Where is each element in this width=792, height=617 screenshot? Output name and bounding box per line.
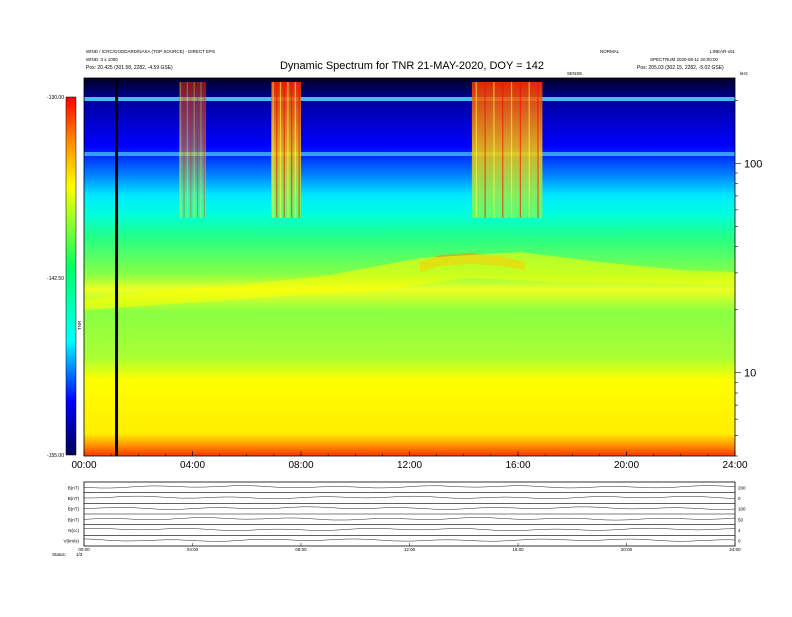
header-right-line4: Pos: 205.03 (302.15, 2282, -5.02 GSE) [637, 65, 724, 71]
panel-label: V(km/s) [64, 539, 80, 544]
radio-burst [178, 82, 207, 218]
chart-title: Dynamic Spectrum for TNR 21-MAY-2020, DO… [280, 60, 544, 72]
panel-label: B(nT) [68, 496, 80, 501]
radio-burst [271, 82, 301, 218]
panel-x-tick-label: 12:00 [404, 547, 416, 552]
header-left-line3: Pos: 20.425 (301.58, 2282, -4.59 GSE) [86, 65, 173, 71]
panel-x-tick-label: 16:00 [512, 547, 524, 552]
panel-right-label: 0 [738, 496, 741, 501]
panel-label: B(nT) [68, 485, 80, 490]
colorbar-tick-top: -130.00 [47, 95, 64, 101]
x-axis: 00:00 04:00 08:00 12:00 16:00 20:00 24:00 [71, 451, 748, 471]
burst-layer [178, 82, 543, 218]
panel-x-tick-label: 20:00 [621, 547, 633, 552]
panel-label: B(nT) [68, 517, 80, 522]
panel-right-label: 100 [738, 507, 746, 512]
x-tick-label: 04:00 [180, 460, 205, 471]
panel-x-tick-label: 08:00 [295, 547, 307, 552]
timeseries-panels: B(nT) 200 B(nT) 0 B(nT) 100 B(nT) 50 N(cc) 4 V(km/… [52, 481, 747, 557]
x-tick-label: 20:00 [614, 460, 639, 471]
radio-burst [471, 82, 543, 218]
spectrogram [83, 77, 736, 457]
panel-x-axis: 00:00 04:00 08:00 12:00 16:00 20:00 24:00 [78, 543, 741, 552]
cyan-band [84, 97, 735, 101]
panel-right-label: 50 [738, 517, 744, 522]
x-tick-label: 00:00 [71, 460, 96, 471]
panel-x-tick-label: 24:00 [729, 547, 741, 552]
panel-x-tick-label: 04:00 [187, 547, 199, 552]
panel-trace [83, 485, 736, 489]
panel-x-tick-label: 00:00 [78, 547, 90, 552]
panel-trace [83, 527, 736, 531]
panel-right-label: 200 [738, 485, 746, 490]
panel-trace [83, 538, 736, 542]
panel-rows: B(nT) 200 B(nT) 0 B(nT) 100 B(nT) 50 N(cc) 4 V(km/… [64, 485, 747, 543]
header-left-line1: WIND / ICRC/GODDARD/NASA (TOP SOURCE) - … [86, 49, 215, 54]
data-gap-line [115, 78, 119, 456]
status-label: Status: [52, 552, 66, 557]
header-right-line2: LINEAR-x01 [710, 49, 736, 54]
y-tick-label: 10 [744, 368, 756, 380]
time-marker-label: SENSE [567, 71, 582, 76]
colorbar: -130.00 -142.50 -155.00 TNR [47, 95, 82, 459]
y-tick-label: 100 [744, 158, 762, 170]
panel-trace [83, 495, 736, 499]
header-right-line3: SPECTRUM 2020-05-11 20:00:00 [650, 57, 718, 62]
status-value: 1/3 [76, 552, 83, 557]
freq-unit-label: kHz [740, 71, 748, 76]
panel-label: N(cc) [68, 528, 79, 533]
y-axis: 100 10 [735, 100, 762, 457]
header-right-line1: NORMAL [600, 49, 620, 54]
colorbar-tick-bottom: -155.00 [47, 453, 64, 459]
enhanced-band [84, 252, 735, 310]
x-tick-label: 24:00 [722, 460, 747, 471]
panel-label: B(nT) [68, 507, 80, 512]
x-tick-label: 12:00 [397, 460, 422, 471]
colorbar-scale [65, 96, 77, 456]
x-tick-label: 16:00 [505, 460, 530, 471]
panel-trace [83, 517, 736, 521]
x-tick-label: 08:00 [288, 460, 313, 471]
colorbar-label: TNR [77, 320, 82, 330]
panel-right-label: 0 [738, 539, 741, 544]
header-left-line2: WIND: 3 x 1000 [86, 57, 118, 62]
colorbar-tick-mid: -142.50 [47, 276, 64, 282]
cyan-band [84, 152, 735, 156]
panel-right-label: 4 [738, 528, 741, 533]
panel-trace [83, 506, 736, 510]
